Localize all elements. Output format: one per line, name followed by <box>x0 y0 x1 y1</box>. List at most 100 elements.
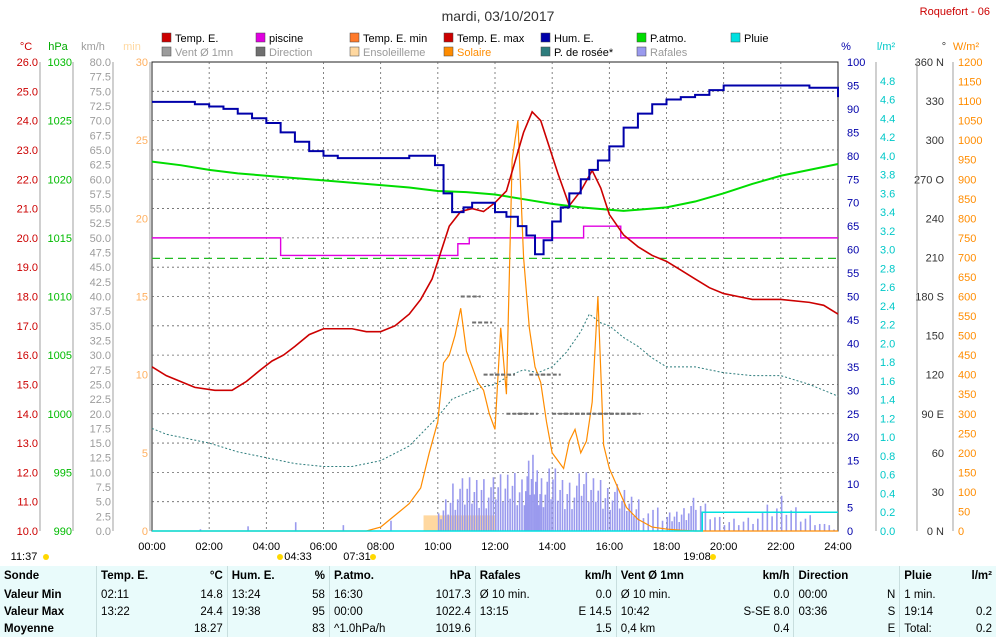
legend-swatch <box>161 46 172 57</box>
gust-bar <box>599 479 602 531</box>
solar-tick: 1050 <box>958 116 982 128</box>
rain-tick: 2.8 <box>880 263 895 275</box>
solar-tick: 850 <box>958 194 976 206</box>
gust-bar <box>718 516 721 531</box>
wind-tick: 27.5 <box>90 365 111 377</box>
rain-tick: 4.8 <box>880 76 895 88</box>
gust-bar <box>523 505 526 531</box>
summary-row: Valeur Max 13:22 24.4 19:38 95 00:00 1022.4 13:… <box>0 603 996 620</box>
gust-bar <box>780 495 783 531</box>
rain-tick: 1.6 <box>880 376 895 388</box>
summary-cell: 1.5 <box>595 622 612 635</box>
gust-bar <box>550 499 552 531</box>
chart-title: mardi, 03/10/2017 <box>442 8 555 24</box>
gust-bar <box>671 521 673 531</box>
patm-tick: 1030 <box>48 57 72 69</box>
gust-bar <box>530 479 533 531</box>
rain-tick: 1.2 <box>880 413 895 425</box>
solar-tick: 50 <box>958 506 970 518</box>
solar-tick: 0 <box>958 526 964 538</box>
gust-bar <box>618 508 621 531</box>
gust-bar <box>757 518 759 531</box>
hum-tick: 40 <box>847 338 859 350</box>
gust-bar <box>490 487 492 531</box>
gust-bar <box>795 507 797 531</box>
summary-cell: 16:30 <box>328 586 414 603</box>
summary-cell: 58 <box>312 588 325 601</box>
temp-tick: 26.0 <box>17 57 38 69</box>
summary-cell: km/h <box>762 570 790 582</box>
rain-tick: 3.4 <box>880 207 895 219</box>
summary-cell: 19:14 <box>899 603 956 620</box>
dir-tick: 360 N <box>915 57 944 69</box>
gust-bar <box>661 520 664 531</box>
gust-bar <box>514 472 516 531</box>
summary-cell: °C <box>209 570 223 582</box>
legend-label: Ensoleilleme <box>363 47 425 59</box>
rain-tick: 2.0 <box>880 338 895 350</box>
gust-bar <box>676 511 678 531</box>
hum-tick: 60 <box>847 245 859 257</box>
gust-bar <box>478 507 480 531</box>
sun-tick: 5 <box>142 448 148 460</box>
sun-tick: 30 <box>136 57 148 69</box>
solar-tick: 200 <box>958 448 976 460</box>
summary-cell: 00:00 <box>328 603 414 620</box>
summary-cell: 02:11 <box>96 586 175 603</box>
gust-bar <box>518 492 521 531</box>
summary-cell: 83 <box>312 622 325 635</box>
gust-bar <box>529 494 531 531</box>
gust-bar <box>516 505 519 531</box>
summary-cell: S <box>887 605 896 618</box>
summary-cell: Total: <box>899 620 956 637</box>
temp-tick: 12.0 <box>17 467 38 479</box>
wind-tick: 22.5 <box>90 394 111 406</box>
dir-tick: 210 <box>926 252 944 264</box>
series-piscine <box>152 225 838 257</box>
hum-tick: 35 <box>847 362 859 374</box>
summary-cell: 1 min. <box>899 586 956 603</box>
gust-bar <box>737 525 740 531</box>
plot-area <box>151 84 839 532</box>
solar-tick: 600 <box>958 292 976 304</box>
summary-cell: 13:15 <box>474 603 558 620</box>
gust-bar <box>459 488 461 531</box>
x-tick-label: 00:00 <box>138 541 166 553</box>
gust-bar <box>747 517 750 531</box>
legend-swatch <box>255 46 266 57</box>
gust-bar <box>473 492 476 531</box>
summary-cell <box>956 586 996 603</box>
patm-tick: 995 <box>54 467 72 479</box>
solar-tick: 950 <box>958 155 976 167</box>
x-tick-label: 02:00 <box>195 541 223 553</box>
hum-tick: 50 <box>847 292 859 304</box>
gust-bar <box>466 488 469 531</box>
gust-bar <box>559 489 561 531</box>
rain-tick: 1.4 <box>880 395 895 407</box>
patm-tick: 1015 <box>48 233 72 245</box>
gust-bar <box>492 477 495 531</box>
wind-tick: 72.5 <box>90 101 111 113</box>
gust-bar <box>752 523 754 531</box>
axis-unit: % <box>841 41 851 53</box>
gust-bar <box>437 513 440 531</box>
summary-row: Sonde Temp. E. °C Hum. E.% P.atmo. hPa Rafales… <box>0 566 996 586</box>
summary-cell <box>876 566 900 586</box>
solar-tick: 750 <box>958 233 976 245</box>
summary-cell: 0,4 km <box>615 620 718 637</box>
legend-swatch <box>349 32 360 43</box>
hum-tick: 85 <box>847 127 859 139</box>
solar-tick: 800 <box>958 213 976 225</box>
temp-tick: 10.0 <box>17 526 38 538</box>
solar-tick: 1200 <box>958 57 982 69</box>
wind-tick: 60.0 <box>90 174 111 186</box>
solar-tick: 350 <box>958 389 976 401</box>
rain-tick: 2.6 <box>880 282 895 294</box>
gust-bar <box>525 491 527 531</box>
wind-tick: 65.0 <box>90 145 111 157</box>
gust-bar <box>475 479 478 531</box>
summary-cell: Direction <box>793 566 877 586</box>
gust-bar <box>536 470 539 531</box>
hum-tick: 10 <box>847 479 859 491</box>
gust-bar <box>573 497 576 531</box>
